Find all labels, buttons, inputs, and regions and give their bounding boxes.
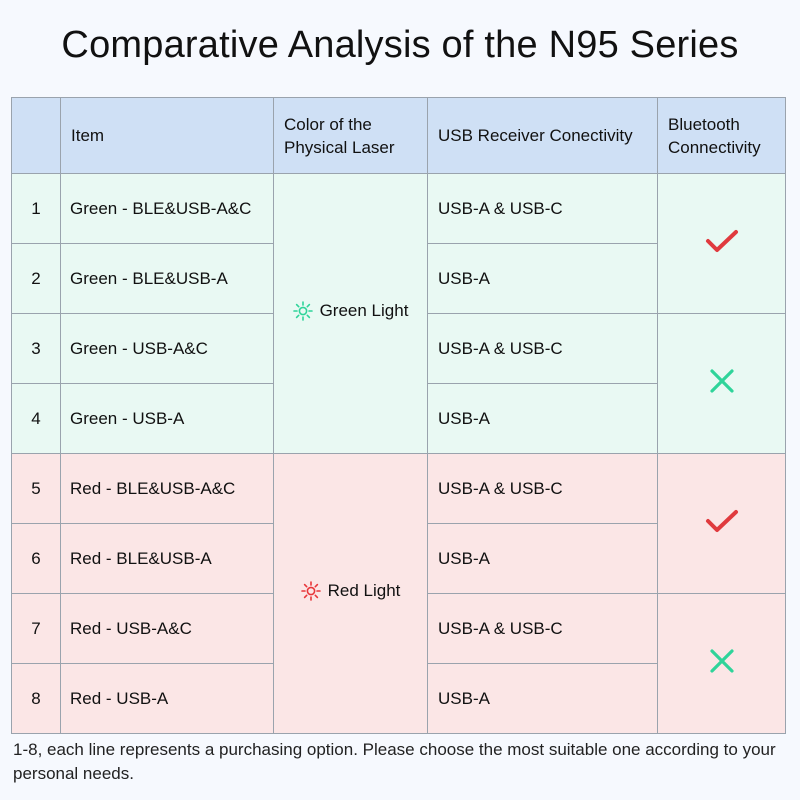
bluetooth-cell: [657, 173, 786, 314]
row-usb: USB-A: [427, 523, 658, 594]
header-laser-color-line1: Color of the: [284, 114, 372, 134]
table-row: 5 Red - BLE&USB-A&C: [11, 453, 786, 734]
page-title: Comparative Analysis of the N95 Series: [61, 24, 739, 66]
row-number: 4: [11, 383, 61, 454]
table-row: 6 Red - BLE&USB-A USB-A: [11, 523, 786, 594]
row-item: Green - BLE&USB-A&C: [60, 173, 274, 244]
row-usb: USB-A: [427, 383, 658, 454]
header-bluetooth: Bluetooth Connectivity: [657, 97, 786, 174]
row-item: Green - USB-A&C: [60, 313, 274, 384]
row-number: 7: [11, 593, 61, 664]
row-number: 5: [11, 453, 61, 524]
laser-color-label: Red Light: [327, 581, 401, 600]
table-row: 8 Red - USB-A USB-A: [11, 663, 786, 734]
table-row: 1 Green - BLE&USB-A&C: [11, 173, 786, 454]
bluetooth-cell: [657, 593, 786, 734]
cross-icon: [709, 649, 734, 673]
row-usb: USB-A & USB-C: [427, 313, 658, 384]
row-number: 1: [11, 173, 61, 244]
comparison-table: Item Color of the Physical Laser USB Rec…: [11, 97, 786, 734]
row-number: 3: [11, 313, 61, 384]
row-item: Red - USB-A: [60, 663, 274, 734]
row-item: Red - BLE&USB-A: [60, 523, 274, 594]
row-item: Green - BLE&USB-A: [60, 243, 274, 314]
checkmark-icon: [705, 510, 738, 532]
header-bluetooth-line1: Bluetooth: [668, 114, 740, 134]
row-number: 2: [11, 243, 61, 314]
header-laser-color: Color of the Physical Laser: [273, 97, 428, 174]
row-item: Red - BLE&USB-A&C: [60, 453, 274, 524]
bluetooth-cell: [657, 453, 786, 594]
table-row: 2 Green - BLE&USB-A USB-A: [11, 243, 786, 314]
row-usb: USB-A: [427, 243, 658, 314]
table-row: 3 Green - USB-A&C USB-A & USB-C: [11, 313, 786, 454]
header-usb: USB Receiver Conectivity: [427, 97, 658, 174]
footnote: 1-8, each line represents a purchasing o…: [13, 740, 776, 783]
row-usb: USB-A & USB-C: [427, 593, 658, 664]
bluetooth-cell: [657, 313, 786, 454]
header-bluetooth-line2: Connectivity: [668, 137, 761, 157]
row-number: 8: [11, 663, 61, 734]
cross-icon: [709, 369, 734, 393]
header-item: Item: [60, 97, 274, 174]
table-row: 7 Red - USB-A&C USB-A & USB-C: [11, 593, 786, 734]
row-item: Red - USB-A&C: [60, 593, 274, 664]
row-number: 6: [11, 523, 61, 594]
row-item: Green - USB-A: [60, 383, 274, 454]
checkmark-icon: [705, 230, 738, 252]
row-usb: USB-A & USB-C: [427, 453, 658, 524]
header-laser-color-line2: Physical Laser: [284, 137, 395, 157]
laser-color-cell-red: Red Light: [273, 453, 428, 734]
table-row: 4 Green - USB-A USB-A: [11, 383, 786, 454]
red-light-icon: [300, 581, 321, 601]
header-row: Item Color of the Physical Laser USB Rec…: [11, 97, 786, 174]
row-usb: USB-A & USB-C: [427, 173, 658, 244]
laser-color-label: Green Light: [319, 301, 409, 320]
row-usb: USB-A: [427, 663, 658, 734]
green-light-icon: [292, 301, 313, 321]
laser-color-cell-green: Green Light: [273, 173, 428, 454]
header-number: [11, 97, 61, 174]
